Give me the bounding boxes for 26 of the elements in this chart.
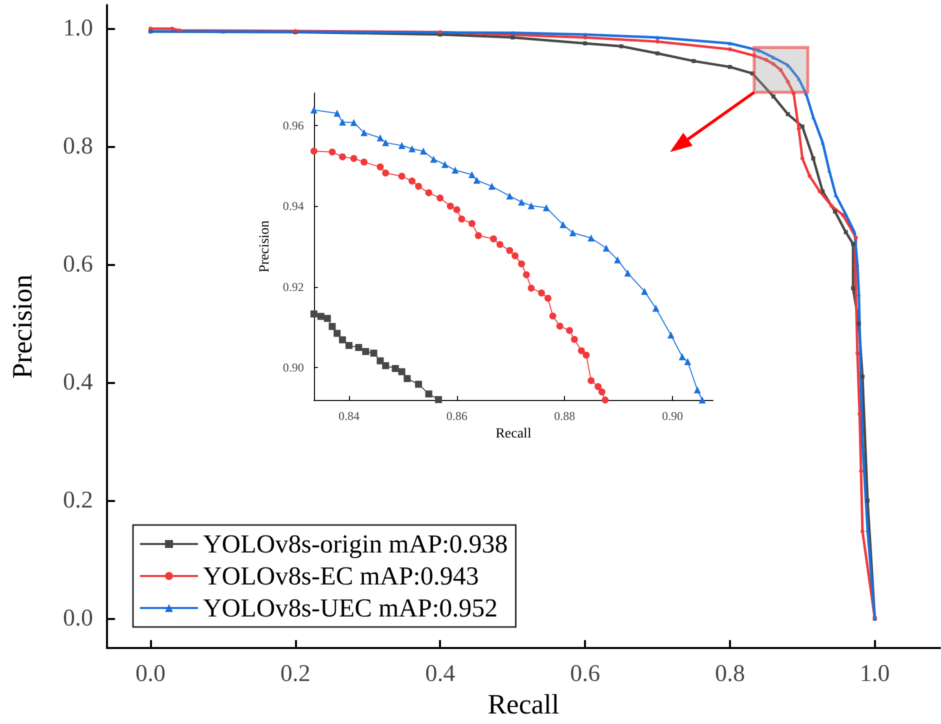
y-tick-label: 0.0	[63, 606, 93, 632]
y-tick-label: 0.96	[282, 118, 304, 132]
y-tick-label: 0.8	[63, 134, 93, 160]
y-tick-label: 0.4	[63, 370, 93, 396]
legend-label: YOLOv8s-UEC mAP:0.952	[203, 594, 498, 622]
x-tick-label: 1.0	[860, 661, 890, 688]
x-tick-label: 0.8	[714, 661, 745, 688]
y-tick-label: 0.92	[282, 280, 304, 294]
x-tick-label: 0.86	[446, 409, 468, 423]
x-tick-label: 0.90	[662, 409, 684, 423]
y-tick-label: 0.6	[63, 252, 93, 278]
x-tick-label: 0.6	[570, 661, 600, 688]
y-tick-label: 0.90	[282, 360, 304, 375]
x-tick-label: 0.4	[425, 661, 456, 688]
x-axis-title: Recall	[496, 426, 532, 442]
x-tick-label: 0.84	[338, 409, 360, 423]
legend-label: YOLOv8s-EC mAP:0.943	[203, 562, 479, 590]
y-tick-label: 0.2	[63, 488, 93, 514]
x-tick-label: 0.0	[135, 661, 166, 688]
legend-label: YOLOv8s-origin mAP:0.938	[203, 530, 508, 558]
x-axis-title: Recall	[488, 690, 560, 720]
y-tick-label: 1.0	[63, 16, 93, 42]
y-tick-label: 0.94	[282, 199, 304, 214]
y-axis-title: Precision	[7, 274, 38, 379]
y-axis-title: Precision	[258, 220, 272, 273]
x-tick-label: 0.88	[554, 409, 576, 423]
